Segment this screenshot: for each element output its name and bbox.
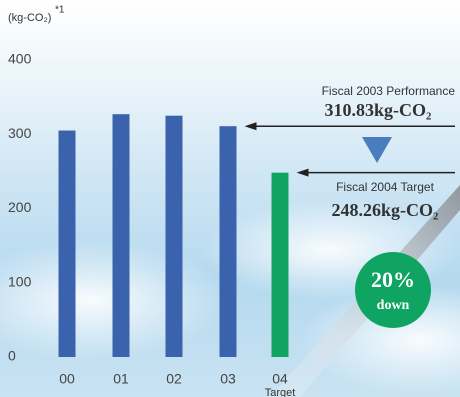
y-unit: (kg-CO₂) (8, 12, 51, 24)
bar (165, 115, 183, 357)
bar (58, 130, 76, 357)
x-tick-label: 03 (220, 371, 236, 387)
callout-caption: Fiscal 2003 Performance (322, 84, 456, 98)
bar (219, 126, 237, 357)
callout-caption: Fiscal 2004 Target (336, 180, 435, 194)
bar (112, 114, 130, 357)
down-triangle (362, 137, 392, 163)
x-tick-label: 01 (113, 371, 129, 387)
callout-value: 310.83kg-CO₂ (325, 100, 432, 120)
y-tick-label: 400 (8, 51, 32, 67)
x-tick-note: Target (265, 387, 296, 397)
y-tick-label: 200 (8, 199, 32, 215)
arrow-head (244, 122, 257, 131)
y-tick-label: 300 (8, 125, 32, 141)
x-tick-label: 02 (166, 371, 182, 387)
arrow-head (296, 168, 309, 177)
y-tick-label: 100 (8, 273, 32, 289)
callout-value: 248.26kg-CO₂ (332, 200, 439, 220)
y-tick-label: 0 (8, 348, 16, 364)
badge-text: down (377, 298, 410, 313)
badge-value: 20% (371, 267, 415, 292)
bar (271, 172, 289, 357)
y-unit-note: *1 (55, 5, 65, 16)
x-tick-label: 04 (272, 371, 288, 387)
x-tick-label: 00 (59, 371, 75, 387)
badge (355, 252, 431, 328)
